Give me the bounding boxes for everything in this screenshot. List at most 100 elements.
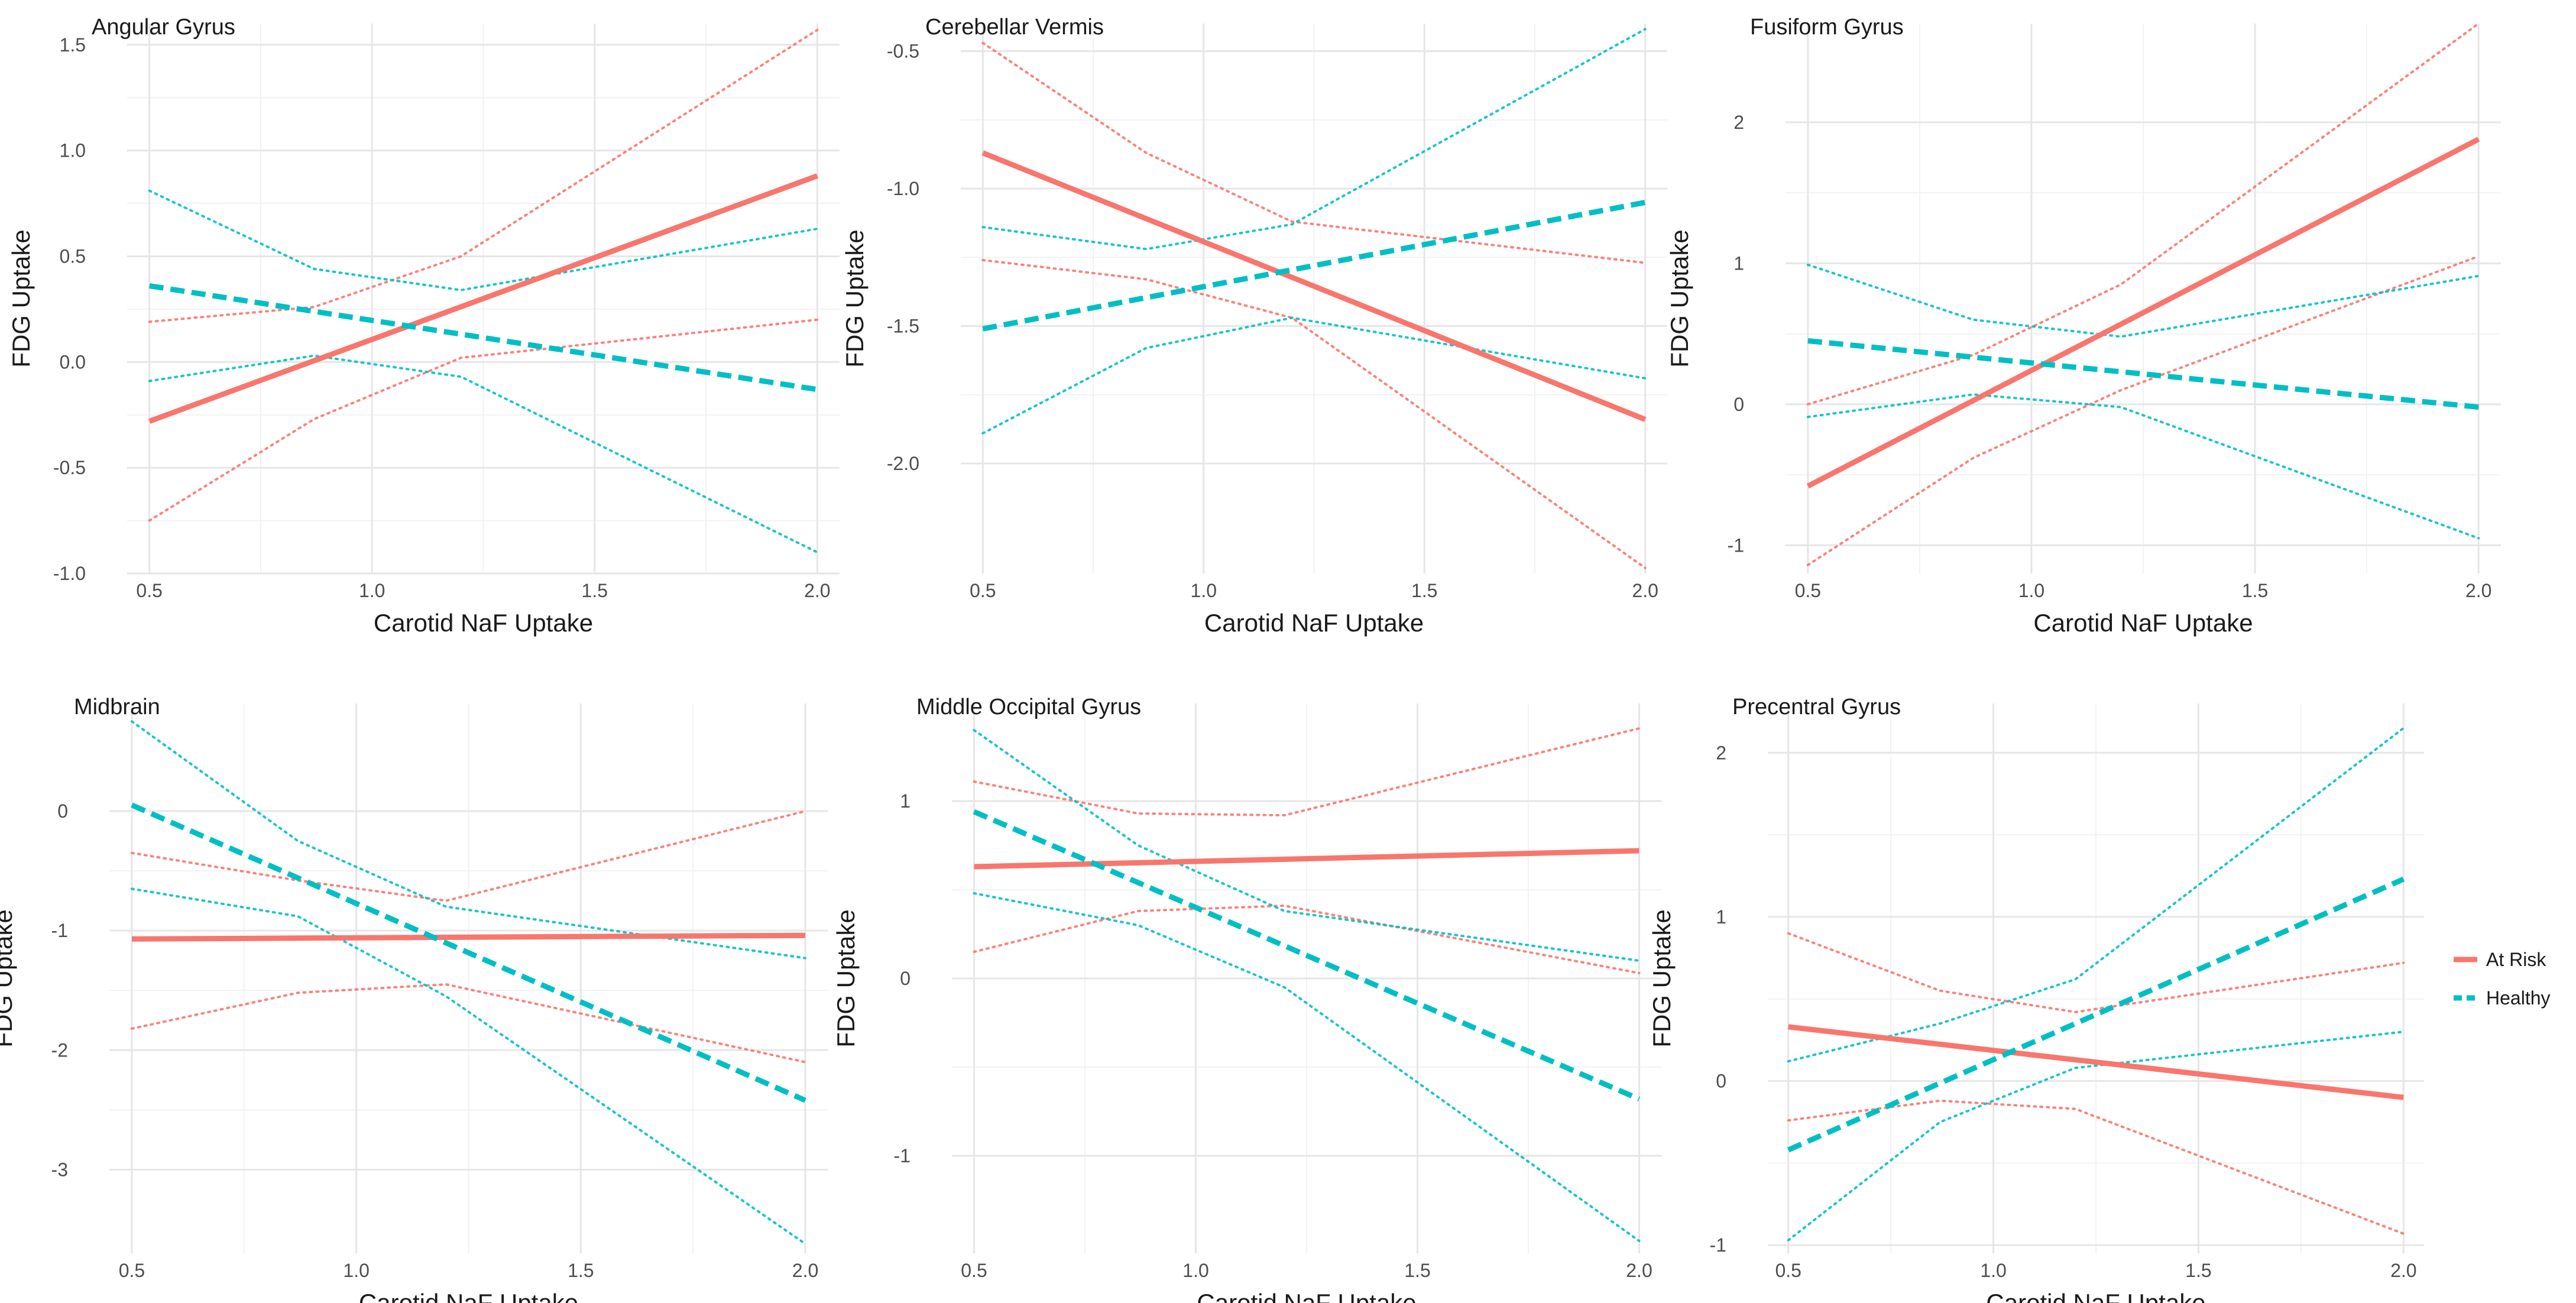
series-line-at-risk-ci-bound [981, 41, 1647, 264]
series-line-healthy-ci-bound [1787, 1030, 2405, 1242]
y-tick-label: -1 [1710, 1234, 1726, 1256]
panel-6: 0.5 1.0 1.5 2.0 -1 0 1 2 Precentral Gyrus Carotid… [1648, 695, 2424, 1303]
x-tick-label: 2.0 [1626, 1260, 1652, 1281]
x-tick-label: 1.0 [359, 580, 385, 601]
chart-title: Angular Gyrus [92, 15, 235, 40]
y-tick-label: 0 [1716, 1071, 1726, 1092]
legend-label-healthy: Healthy [2486, 987, 2551, 1009]
series-line-healthy-ci-bound [148, 354, 819, 554]
y-tick-label: 1 [1716, 906, 1726, 928]
chart-title: Midbrain [74, 695, 160, 719]
chart-title: Cerebellar Vermis [925, 15, 1104, 40]
y-tick-label: -0.5 [53, 457, 86, 478]
y-axis-label: FDG Uptake [832, 909, 860, 1047]
y-tick-label: -1.0 [887, 178, 919, 199]
y-tick-label: -0.5 [887, 41, 919, 62]
x-tick-label: 0.5 [136, 580, 162, 601]
series-line-healthy-ci-bound [973, 892, 1641, 1242]
y-tick-label: -3 [51, 1159, 68, 1180]
x-tick-label: 2.0 [2390, 1260, 2416, 1281]
series-line-at-risk-ci-bound [1806, 255, 2480, 566]
legend-label-at-risk: At Risk [2486, 949, 2546, 970]
x-tick-label: 2.0 [2465, 580, 2491, 601]
series-line-at-risk-fit [131, 932, 806, 942]
series-line-healthy-ci-bound [131, 720, 806, 960]
series-line-healthy-ci-bound [1806, 393, 2480, 540]
series-line-healthy-fit [149, 283, 818, 393]
x-axis-label: Carotid NaF Uptake [374, 609, 593, 637]
x-tick-label: 1.0 [1980, 1260, 2006, 1281]
y-tick-label: 1 [900, 790, 910, 812]
series-line-at-risk-ci-bound [148, 28, 819, 323]
series-line-healthy-ci-bound [1806, 263, 2480, 338]
y-tick-label: -1 [51, 920, 68, 941]
x-tick-label: 2.0 [804, 580, 830, 601]
y-tick-label: -1 [1728, 534, 1744, 556]
x-tick-label: 2.0 [792, 1260, 818, 1281]
y-tick-label: 1.0 [60, 140, 86, 161]
y-tick-label: 0 [1733, 394, 1744, 415]
x-tick-label: 1.0 [1191, 580, 1217, 601]
y-axis-label: FDG Uptake [1666, 229, 1693, 367]
x-tick-label: 0.5 [1775, 1260, 1801, 1281]
y-axis-label: FDG Uptake [841, 229, 869, 367]
series-line-healthy-ci-bound [131, 887, 806, 1245]
x-tick-label: 1.5 [2185, 1260, 2211, 1281]
series-line-at-risk-ci-bound [148, 318, 819, 522]
x-tick-label: 1.5 [1411, 580, 1437, 601]
y-tick-label: 0 [57, 800, 68, 822]
x-axis-label: Carotid NaF Uptake [1986, 1289, 2205, 1303]
series-line-healthy-fit [982, 199, 1646, 332]
series-line-at-risk-ci-bound [131, 810, 806, 902]
series-line-at-risk-ci-bound [973, 905, 1641, 974]
x-tick-label: 1.5 [2242, 580, 2268, 601]
panel-5: 0.5 1.0 1.5 2.0 -1 0 1 Middle Occipital Gyrus Ca… [832, 695, 1661, 1303]
x-tick-label: 1.0 [2018, 580, 2044, 601]
series-line-healthy-ci-bound [981, 28, 1647, 251]
series-line-healthy-ci-bound [148, 189, 819, 291]
series-line-healthy-ci-bound [1787, 727, 2405, 1063]
y-tick-label: -1 [894, 1145, 910, 1166]
series-line-healthy-fit [973, 809, 1641, 1102]
series-line-at-risk-fit [981, 150, 1647, 422]
series-line-healthy-fit [1807, 338, 2479, 410]
x-tick-label: 1.5 [568, 1260, 594, 1281]
x-tick-label: 1.5 [1404, 1260, 1430, 1281]
chart-title: Precentral Gyrus [1732, 695, 1901, 719]
x-tick-label: 0.5 [119, 1260, 145, 1281]
y-tick-label: -1.5 [887, 316, 919, 337]
chart-title: Middle Occipital Gyrus [916, 695, 1141, 719]
panels: 0.5 1.0 1.5 2.0 -1.0 -0.5 0.0 0.5 1.0 1.5 Angular … [0, 15, 2501, 1303]
series-line-at-risk-fit [148, 173, 818, 424]
y-axis-label: FDG Uptake [1648, 909, 1676, 1047]
x-tick-label: 0.5 [970, 580, 996, 601]
x-tick-label: 2.0 [1632, 580, 1658, 601]
series-line-at-risk-ci-bound [1787, 1099, 2405, 1235]
series-line-at-risk-ci-bound [1806, 22, 2480, 406]
x-axis-label: Carotid NaF Uptake [359, 1289, 578, 1303]
panel-4: 0.5 1.0 1.5 2.0 -3 -2 -1 0 Midbrain Carotid NaF U… [0, 695, 828, 1303]
panel-2: 0.5 1.0 1.5 2.0 -2.0 -1.5 -1.0 -0.5 Cerebellar V… [841, 15, 1667, 637]
y-tick-label: 2 [1716, 742, 1726, 763]
x-tick-label: 0.5 [1795, 580, 1821, 601]
y-tick-label: 0 [900, 968, 910, 989]
series-line-healthy-fit [131, 802, 806, 1103]
legend: At Risk Healthy [2454, 949, 2551, 1009]
y-axis-label: FDG Uptake [0, 909, 17, 1047]
y-tick-label: 2 [1733, 112, 1744, 133]
y-axis-label: FDG Uptake [7, 229, 35, 367]
series-line-at-risk-fit [1806, 137, 2480, 489]
y-tick-label: -2 [51, 1039, 68, 1061]
x-axis-label: Carotid NaF Uptake [1204, 609, 1424, 637]
x-tick-label: 1.0 [343, 1260, 369, 1281]
y-tick-label: 1.5 [60, 34, 86, 56]
series-line-healthy-ci-bound [973, 729, 1641, 962]
panel-1: 0.5 1.0 1.5 2.0 -1.0 -0.5 0.0 0.5 1.0 1.5 Angular … [7, 15, 840, 637]
chart-title: Fusiform Gyrus [1750, 15, 1904, 40]
series-line-at-risk-ci-bound [973, 727, 1641, 816]
y-tick-label: 0.0 [60, 351, 86, 372]
series-line-healthy-ci-bound [981, 316, 1647, 435]
x-tick-label: 0.5 [961, 1260, 987, 1281]
y-tick-label: -1.0 [53, 563, 86, 584]
